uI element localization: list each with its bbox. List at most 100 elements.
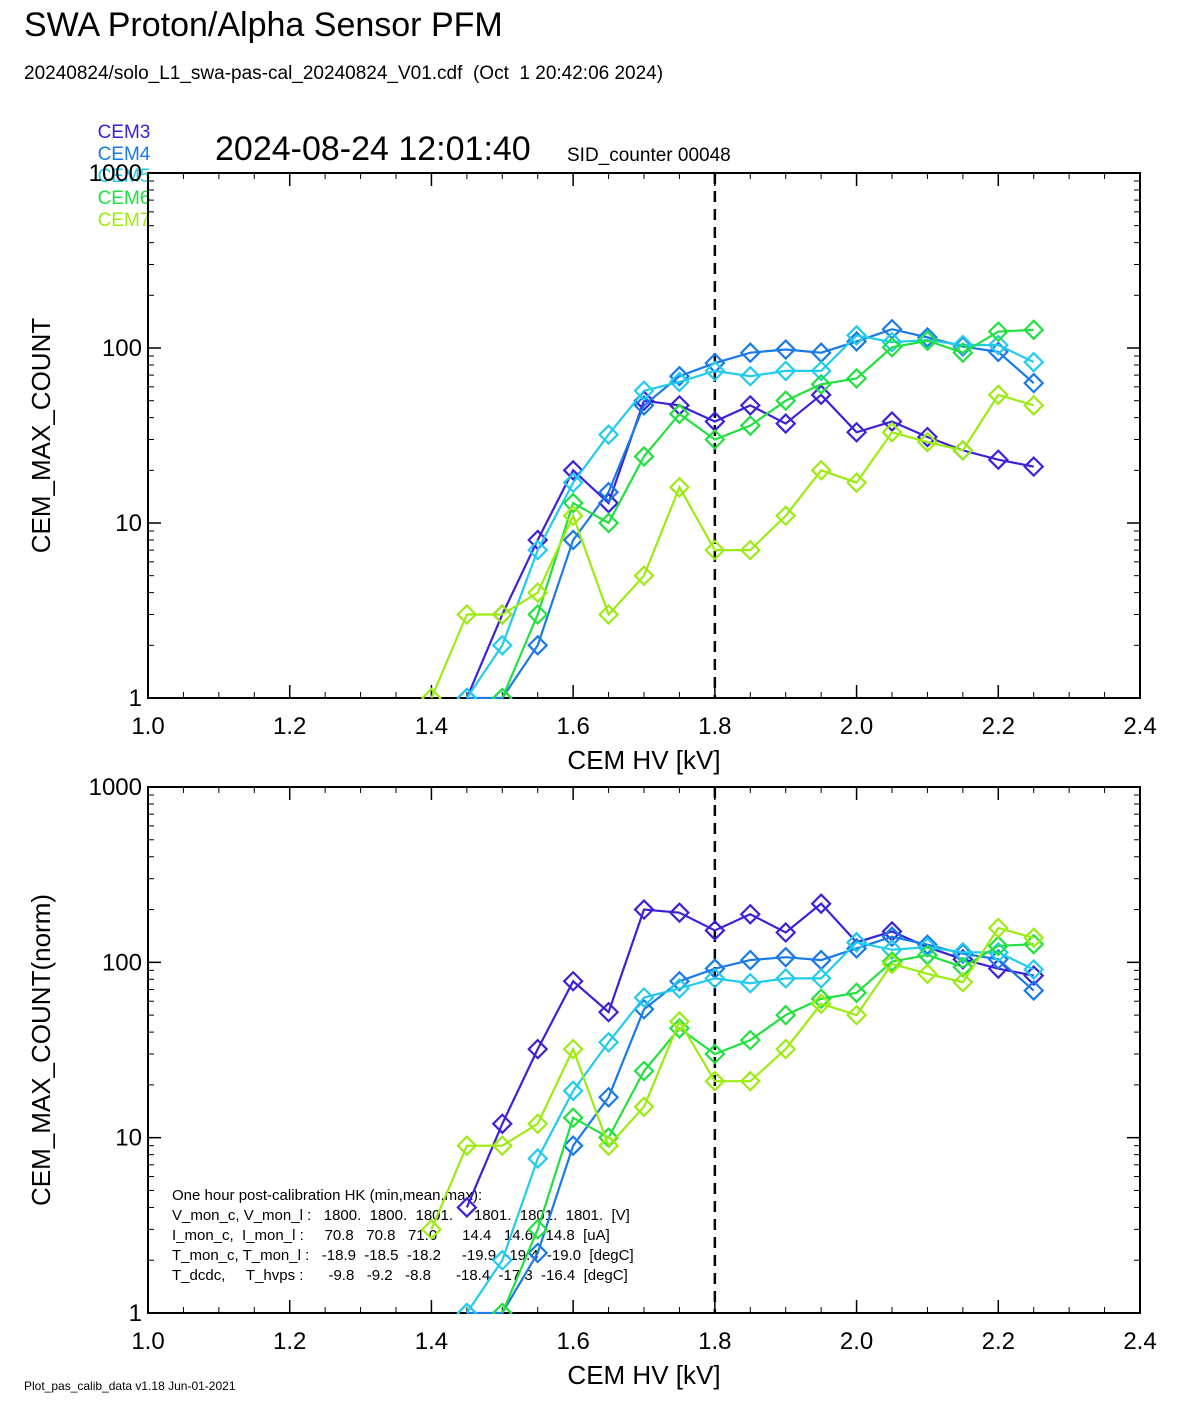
y-tick-label: 1 [129,1300,142,1327]
series-line-cem7 [430,926,1035,1230]
data-point-cem7 [881,421,903,443]
data-point-cem3 [1023,456,1045,478]
data-point-cem4 [633,394,655,416]
hk-text-line: One hour post-calibration HK (min,mean,m… [172,1187,482,1204]
series-group [420,318,1045,699]
data-point-cem5 [775,360,797,382]
data-point-cem3 [810,893,832,915]
data-point-cem7 [668,476,690,498]
data-point-cem6 [916,330,938,352]
data-point-cem5 [846,324,868,346]
data-point-cem6 [810,373,832,395]
data-point-cem6 [846,982,868,1004]
x-tick-label: 1.8 [698,713,731,740]
data-point-cem5 [952,941,974,963]
x-tick-label: 2.4 [1123,1328,1156,1355]
data-point-cem7 [527,1113,549,1135]
data-point-cem4 [775,338,797,361]
x-tick-label: 1.4 [415,713,448,740]
data-point-cem7 [739,539,761,561]
y-tick-label: 1000 [89,160,142,187]
data-point-cem7 [562,1038,584,1060]
file-info: 20240824/solo_L1_swa-pas-cal_20240824_V0… [24,63,664,84]
data-point-cem7 [987,384,1009,406]
y-axis-label: CEM_MAX_COUNT [26,318,56,554]
legend: CEM3 CEM4 CEM5 CEM6 CEM7 [87,100,159,232]
hk-text-line: T_dcdc, T_hvps : -9.8 -9.2 -8.8 -18.4 -1… [172,1267,628,1284]
data-point-cem7 [881,953,903,975]
data-point-cem7 [704,539,726,561]
data-point-cem6 [810,988,832,1010]
data-point-cem7 [633,565,655,587]
data-point-cem6 [527,603,549,626]
data-point-cem7 [456,603,478,626]
series-group [420,893,1045,1314]
data-point-cem7 [562,505,584,527]
data-point-cem7 [739,1070,761,1092]
data-point-cem5 [491,634,513,656]
y-axis-label: CEM_MAX_COUNT(norm) [26,894,56,1206]
x-tick-label: 1.2 [273,713,306,740]
data-point-cem4 [916,934,938,956]
data-point-cem5 [881,331,903,353]
data-point-cem5 [810,360,832,382]
data-point-cem3 [562,970,584,992]
data-point-cem7 [775,1038,797,1060]
data-point-cem5 [456,1302,478,1314]
legend-item-cem4: CEM4 [97,144,151,165]
series-line-cem4 [466,328,1035,699]
data-point-cem5 [491,1249,513,1271]
data-point-cem5 [598,424,620,446]
data-point-cem7 [420,687,442,699]
data-point-cem5 [668,371,690,393]
data-point-cem4 [562,529,584,551]
data-point-cem6 [562,492,584,514]
x-tick-label: 1.0 [131,713,164,740]
data-point-cem6 [491,1302,513,1314]
data-point-cem5 [1023,351,1045,373]
data-point-cem6 [633,1060,655,1082]
data-point-cem3 [668,902,690,924]
data-point-cem5 [562,1080,584,1102]
data-point-cem6 [562,1107,584,1129]
x-tick-label: 2.4 [1123,713,1156,740]
legend-item-cem6: CEM6 [97,188,151,209]
data-point-cem4 [598,481,620,503]
data-point-cem7 [810,993,832,1015]
legend-item-cem5: CEM5 [97,166,151,187]
data-point-cem3 [562,459,584,481]
data-point-cem6 [952,342,974,364]
data-point-cem6 [668,403,690,425]
data-point-cem3 [916,426,938,448]
data-point-cem7 [633,1096,655,1118]
x-axis-label: CEM HV [kV] [567,1360,720,1390]
y-tick-label: 100 [102,949,142,976]
chart-title: SWA Proton/Alpha Sensor PFM [24,6,503,44]
data-point-cem7 [668,1010,690,1033]
series-line-cem6 [501,943,1034,1314]
data-point-cem3 [775,921,797,944]
data-point-cem7 [987,917,1009,939]
y-tick-label: 10 [115,510,142,537]
top-plot: 1.0 1.2 1.4 1.6 1.8 2.0 2.2 2.4 1 10 100 1000 CEM HV… [26,160,1157,775]
series-line-cem5 [465,334,1035,699]
series-line-cem6 [501,328,1034,699]
data-point-cem5 [846,931,868,953]
data-point-cem7 [846,472,868,494]
data-point-cem7 [846,1004,868,1026]
series-line-cem4 [466,935,1035,1314]
data-point-cem4 [562,1135,584,1157]
data-point-cem3 [704,919,726,942]
data-point-cem7 [491,1135,513,1157]
data-point-cem5 [739,972,761,994]
x-axis-label: CEM HV [kV] [567,745,720,775]
data-point-cem6 [739,1029,761,1051]
data-point-cem6 [775,390,797,412]
data-point-cem6 [1023,319,1045,341]
data-point-cem4 [668,970,690,992]
data-point-cem6 [987,935,1009,957]
data-point-cem3 [810,384,832,406]
data-point-cem5 [704,967,726,989]
x-tick-label: 2.0 [840,713,873,740]
